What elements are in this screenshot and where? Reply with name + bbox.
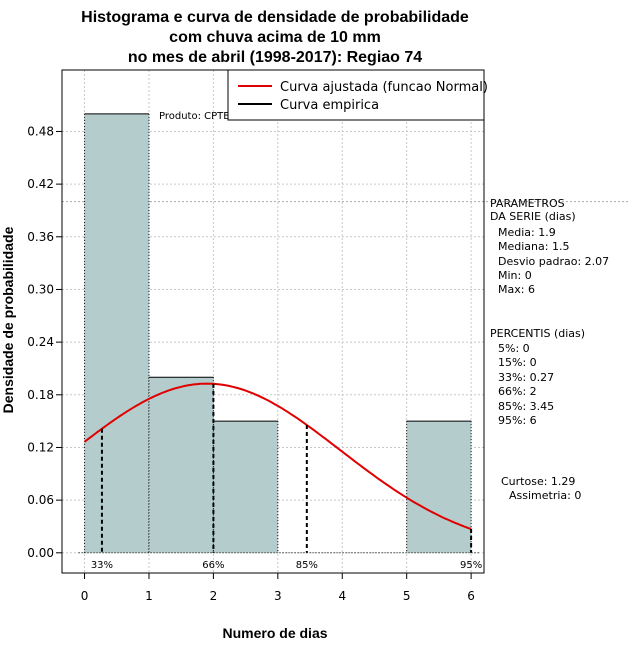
percentile-label: 33% (91, 560, 113, 571)
x-axis-title: Numero de dias (222, 625, 327, 641)
x-tick-label: 5 (403, 589, 411, 603)
param-max: Max: 6 (498, 283, 535, 296)
histogram-bar (213, 421, 278, 553)
y-axis-title: Densidade de probabilidade (0, 226, 16, 413)
legend-box (227, 69, 485, 121)
percentile-15: 15%: 0 (498, 356, 537, 369)
skewness: Assimetria: 0 (509, 489, 581, 502)
x-tick-label: 2 (210, 589, 218, 603)
percentile-95: 95%: 6 (498, 414, 537, 427)
param-media: Media: 1.9 (498, 226, 556, 239)
side-panel: PARAMETROS DA SERIE (dias) Media: 1.9 Me… (490, 197, 609, 502)
x-tick-label: 0 (81, 589, 89, 603)
percentis-heading: PERCENTIS (dias) (490, 327, 585, 340)
param-min: Min: 0 (498, 269, 532, 282)
product-label: Produto: CPTEC/INPE (159, 111, 263, 122)
y-tick-label: 0.18 (27, 388, 54, 402)
y-tick-label: 0.24 (27, 335, 54, 349)
y-tick-label: 0.06 (27, 493, 54, 507)
y-tick-label: 0.48 (27, 124, 54, 138)
param-desvio: Desvio padrao: 2.07 (498, 255, 609, 268)
x-tick-label: 4 (338, 589, 346, 603)
legend-empirical-label: Curva empirica (280, 98, 379, 113)
x-tick-label: 3 (274, 589, 282, 603)
percentile-label: 95% (460, 560, 482, 571)
normal-density-curve (83, 382, 472, 530)
histogram-bar (406, 421, 472, 553)
y-tick-label: 0.12 (27, 440, 54, 454)
y-tick-label: 0.30 (27, 282, 54, 296)
percentile-5: 5%: 0 (498, 342, 530, 355)
chart-title-line-2: com chuva acima de 10 mm (169, 29, 381, 46)
chart-title-line-1: Histograma e curva de densidade de proba… (81, 9, 469, 26)
histogram-bar (148, 377, 214, 553)
y-tick-label: 0.00 (27, 546, 54, 560)
y-tick-label: 0.42 (27, 177, 54, 191)
percentile-66: 66%: 2 (498, 385, 537, 398)
histogram-bar (84, 113, 149, 553)
percentile-85: 85%: 3.45 (498, 400, 554, 413)
param-mediana: Mediana: 1.5 (498, 240, 569, 253)
params-heading-1: PARAMETROS (490, 197, 565, 210)
y-tick-label: 0.36 (27, 230, 54, 244)
legend-normal-label: Curva ajustada (funcao Normal) (280, 80, 488, 95)
chart-title-line-3: no mes de abril (1998-2017): Regiao 74 (128, 49, 422, 66)
params-heading-2: DA SERIE (dias) (490, 210, 576, 223)
x-tick-label: 1 (145, 589, 153, 603)
legend: Curva ajustada (funcao Normal) Curva emp… (227, 69, 488, 121)
percentile-33: 33%: 0.27 (498, 371, 554, 384)
percentile-label: 66% (202, 560, 224, 571)
kurtosis: Curtose: 1.29 (501, 475, 575, 488)
x-tick-label: 6 (467, 589, 475, 603)
percentile-label: 85% (296, 560, 318, 571)
